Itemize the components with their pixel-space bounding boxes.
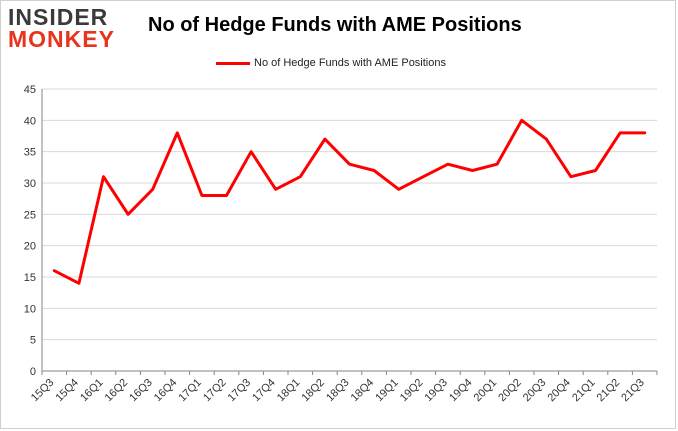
x-tick-label: 16Q1 bbox=[78, 377, 106, 405]
x-tick-label: 16Q4 bbox=[152, 377, 180, 405]
x-tick-label: 21Q2 bbox=[595, 377, 623, 405]
x-tick-label: 21Q1 bbox=[570, 377, 598, 405]
x-tick-label: 17Q2 bbox=[201, 377, 229, 405]
x-tick-label: 19Q4 bbox=[447, 377, 475, 405]
x-tick-label: 15Q4 bbox=[53, 377, 81, 405]
y-tick-label: 30 bbox=[24, 178, 36, 190]
y-tick-label: 35 bbox=[24, 147, 36, 159]
x-tick-label: 17Q1 bbox=[176, 377, 204, 405]
x-tick-label: 16Q3 bbox=[127, 377, 155, 405]
x-tick-label: 17Q3 bbox=[226, 377, 254, 405]
logo-text-monkey: MONKEY bbox=[8, 26, 115, 52]
x-tick-label: 20Q2 bbox=[496, 377, 524, 405]
x-tick-label: 20Q3 bbox=[521, 377, 549, 405]
y-tick-label: 15 bbox=[24, 272, 36, 284]
series-line bbox=[52, 118, 647, 285]
x-tick-label: 20Q1 bbox=[472, 377, 500, 405]
x-tick-label: 16Q2 bbox=[103, 377, 131, 405]
logo-text-insider: INSIDER bbox=[8, 4, 109, 30]
x-tick-label: 15Q3 bbox=[29, 377, 57, 405]
y-tick-label: 45 bbox=[24, 84, 36, 96]
y-tick-label: 20 bbox=[24, 241, 36, 253]
y-tick-label: 0 bbox=[30, 366, 36, 378]
x-tick-label: 19Q2 bbox=[398, 377, 426, 405]
chart-legend: No of Hedge Funds with AME Positions bbox=[216, 56, 446, 70]
legend-label: No of Hedge Funds with AME Positions bbox=[254, 57, 446, 69]
x-tick-label: 18Q3 bbox=[324, 377, 352, 405]
x-tick-label: 20Q4 bbox=[545, 377, 573, 405]
chart-title: No of Hedge Funds with AME Positions bbox=[148, 14, 522, 36]
x-tick-label: 17Q4 bbox=[250, 377, 278, 405]
x-tick-label: 21Q3 bbox=[619, 377, 647, 405]
x-tick-label: 19Q3 bbox=[422, 377, 450, 405]
x-tick-label: 18Q4 bbox=[349, 377, 377, 405]
insider-monkey-logo: INSIDER MONKEY bbox=[8, 6, 128, 54]
x-tick-label: 18Q2 bbox=[299, 377, 327, 405]
y-tick-label: 25 bbox=[24, 209, 36, 221]
y-tick-label: 40 bbox=[24, 115, 36, 127]
y-tick-label: 5 bbox=[30, 335, 36, 347]
y-tick-label: 10 bbox=[24, 303, 36, 315]
x-tick-label: 18Q1 bbox=[275, 377, 303, 405]
legend-swatch bbox=[216, 61, 250, 65]
x-tick-label: 19Q1 bbox=[373, 377, 401, 405]
